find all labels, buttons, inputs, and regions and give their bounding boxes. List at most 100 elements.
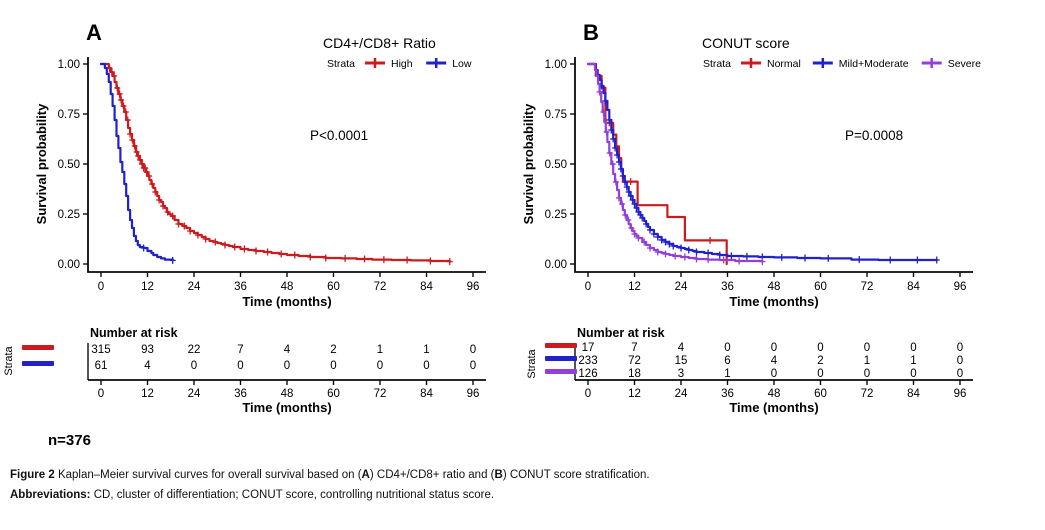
cohort-size-label: n=376: [48, 432, 91, 449]
x-tick-label: 84: [907, 281, 920, 293]
censor-mark: [662, 238, 669, 246]
risk-swatch-low: [22, 361, 54, 366]
censor-mark: [617, 165, 624, 173]
legend-marker-high-icon: [365, 58, 385, 68]
risk-table-title: Number at risk: [90, 326, 178, 340]
censor-mark: [264, 248, 271, 256]
censor-mark: [129, 136, 136, 144]
risk-x-tick-label: 72: [861, 388, 874, 400]
censor-mark: [825, 254, 832, 262]
censor-mark: [670, 242, 677, 250]
risk-x-tick-label: 72: [374, 388, 387, 400]
risk-count: 233: [578, 355, 597, 367]
risk-count: 0: [237, 360, 243, 372]
risk-x-tick-label: 0: [98, 388, 104, 400]
risk-x-tick-label: 12: [628, 388, 641, 400]
survival-curve-mild-moderate: [586, 62, 938, 262]
risk-x-axis-title: Time (months): [242, 400, 331, 415]
risk-count: 0: [771, 368, 777, 380]
censor-mark: [639, 214, 646, 222]
survival-curve-severe: [586, 62, 764, 263]
censor-mark: [887, 256, 894, 264]
censor-mark: [114, 84, 121, 92]
censor-mark: [728, 252, 735, 260]
risk-count: 0: [470, 344, 476, 356]
y-tick-label: 0.75: [58, 109, 80, 121]
x-tick-label: 48: [768, 281, 781, 293]
risk-count: 0: [330, 360, 336, 372]
risk-count: 0: [817, 368, 823, 380]
censor-mark: [608, 126, 615, 134]
censor-mark: [933, 256, 940, 264]
censor-mark: [606, 116, 613, 124]
y-tick-label: 0.75: [545, 109, 567, 121]
censor-mark: [802, 254, 808, 262]
risk-count: 93: [141, 344, 154, 356]
x-tick-label: 0: [585, 281, 591, 293]
censor-mark: [187, 227, 194, 235]
km-plot-b: B0 12 24 36 48 60 72 84 960.000.250.500.751.00Ti…: [523, 20, 981, 415]
risk-count: 61: [95, 360, 108, 372]
censor-mark: [609, 160, 616, 168]
risk-x-tick-label: 60: [814, 388, 827, 400]
x-tick-label: 60: [327, 281, 340, 293]
censor-mark: [142, 164, 149, 172]
censor-mark: [446, 258, 453, 266]
censor-mark: [135, 152, 142, 160]
risk-count: 1: [910, 355, 916, 367]
censor-mark: [647, 244, 653, 252]
censor-mark: [194, 231, 201, 239]
risk-count: 17: [582, 342, 595, 354]
censor-mark: [116, 90, 123, 98]
x-tick-label: 84: [420, 281, 433, 293]
risk-x-tick-label: 24: [188, 388, 201, 400]
risk-x-tick-label: 0: [585, 388, 591, 400]
censor-mark: [647, 226, 653, 234]
censor-mark: [654, 233, 661, 241]
risk-count: 0: [191, 360, 197, 372]
legend-item-label: Low: [452, 58, 472, 70]
censor-mark: [169, 212, 176, 220]
risk-count: 0: [377, 360, 383, 372]
risk-count: 0: [957, 368, 963, 380]
censor-mark: [253, 247, 259, 255]
x-tick-label: 96: [467, 281, 480, 293]
censor-mark: [241, 245, 248, 253]
censor-mark: [623, 183, 630, 191]
caption-text: A: [361, 469, 370, 481]
censor-mark: [120, 102, 127, 110]
risk-count: 4: [284, 344, 291, 356]
risk-x-tick-label: 96: [954, 388, 967, 400]
risk-count: 0: [864, 342, 870, 354]
legend-marker-mild-moderate-icon: [812, 58, 833, 68]
legend-strata-label: Strata: [703, 58, 731, 70]
legend-strata-label: Strata: [327, 58, 355, 70]
censor-mark: [628, 224, 635, 232]
censor-mark: [164, 208, 171, 216]
censor-mark: [175, 220, 182, 228]
censor-mark: [650, 230, 657, 238]
censor-mark: [635, 234, 642, 242]
censor-mark: [743, 252, 750, 260]
censor-mark: [625, 188, 632, 196]
censor-mark: [616, 194, 622, 202]
censor-mark: [146, 172, 153, 180]
censor-mark: [222, 241, 228, 249]
risk-count: 0: [284, 360, 290, 372]
censor-mark: [631, 200, 638, 208]
censor-mark: [606, 149, 613, 157]
censor-mark: [678, 244, 684, 252]
y-axis-title: Survival probability: [34, 103, 49, 224]
censor-mark: [307, 253, 314, 261]
censor-mark: [278, 250, 285, 258]
x-tick-label: 24: [188, 281, 201, 293]
x-axis-title: Time (months): [729, 294, 818, 309]
risk-count: 0: [957, 355, 963, 367]
risk-swatch-mild-moderate: [545, 356, 577, 361]
censor-mark: [629, 196, 636, 204]
risk-count: 0: [864, 368, 870, 380]
risk-swatch-high: [22, 345, 54, 350]
risk-count: 315: [91, 344, 110, 356]
risk-x-tick-label: 84: [907, 388, 920, 400]
